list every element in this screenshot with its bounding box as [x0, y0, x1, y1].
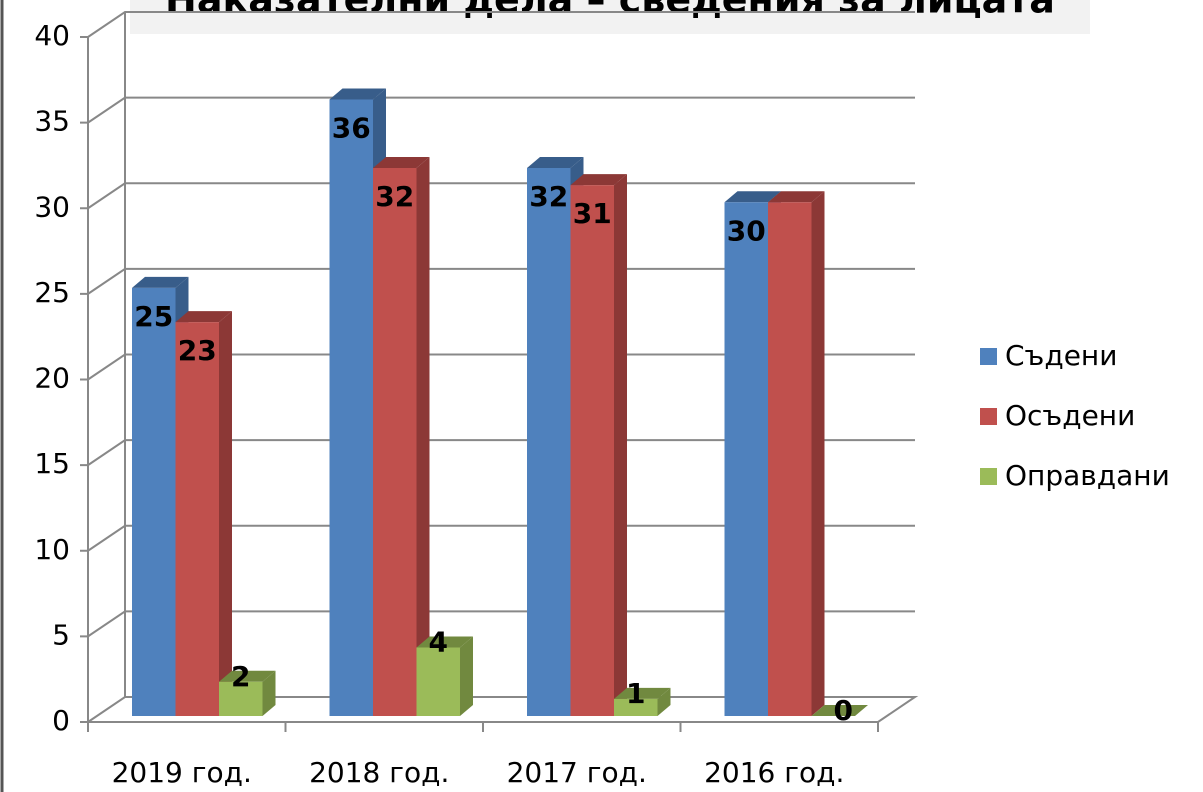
grid-line [87, 96, 915, 124]
x-tick-label: 2019 год. [112, 756, 252, 789]
bar-top [724, 191, 781, 203]
y-tick-label: 30 [34, 190, 70, 223]
grid-line [87, 610, 915, 638]
bar-side [460, 636, 473, 716]
y-tick-label: 25 [34, 276, 70, 309]
legend-swatch [980, 408, 997, 425]
y-tick-label: 20 [34, 362, 70, 395]
x-tick-label: 2017 год. [507, 756, 647, 789]
grid-line [87, 439, 915, 466]
bar-side [811, 191, 825, 716]
bar-top [373, 157, 430, 168]
grid-line [87, 524, 915, 552]
y-tick-label: 35 [34, 105, 70, 138]
legend-label: Съдени [1005, 339, 1117, 372]
bar-top [527, 157, 584, 168]
data-label: 36 [332, 112, 371, 145]
y-tick-label: 40 [34, 19, 70, 52]
bar [329, 99, 373, 716]
legend-swatch [980, 468, 997, 485]
y-tick-label: 0 [52, 704, 70, 737]
chart-title: Наказателни дела – сведения за лицата [165, 0, 1055, 22]
grid-line [87, 267, 915, 295]
bar-top [175, 311, 232, 323]
bar [175, 322, 219, 716]
bar [219, 681, 263, 716]
bar-side [614, 174, 627, 716]
data-label: 0 [834, 694, 853, 727]
bar-top [329, 88, 386, 100]
data-label: 1 [626, 677, 645, 710]
bar-side [262, 670, 276, 716]
bar [416, 647, 460, 716]
grid-line [87, 11, 915, 38]
legend-swatch [980, 348, 997, 365]
bar-side [416, 157, 430, 716]
x-tick-label: 2016 год. [704, 756, 844, 789]
data-label: 32 [529, 180, 568, 213]
bar-top [570, 174, 627, 186]
data-label: 32 [375, 180, 414, 213]
data-label: 30 [727, 214, 766, 247]
data-label: 31 [573, 197, 612, 230]
bar-side [657, 687, 671, 716]
legend-label: Оправдани [1005, 459, 1170, 492]
legend-label: Осъдени [1005, 399, 1135, 432]
bar-top [768, 191, 825, 203]
bar-top [132, 276, 189, 288]
y-tick-label: 10 [34, 533, 70, 566]
bar [570, 185, 614, 716]
bar [373, 168, 417, 716]
bar-top [416, 636, 473, 648]
x-tick-label: 2018 год. [309, 756, 449, 789]
bar [768, 202, 812, 716]
data-label: 25 [134, 300, 173, 333]
bar [724, 202, 768, 716]
title-box [130, 0, 1090, 34]
bar-top [219, 670, 276, 682]
bar [527, 168, 571, 716]
y-tick-label: 5 [52, 618, 70, 651]
data-label: 4 [429, 626, 448, 659]
bar-side [219, 311, 232, 716]
data-label: 2 [231, 660, 250, 693]
data-label: 23 [178, 334, 217, 367]
bar [614, 698, 658, 716]
bar-top [811, 705, 868, 716]
grid-line [87, 353, 915, 381]
bar [132, 287, 176, 716]
bar-top [614, 687, 671, 699]
y-tick-label: 15 [34, 447, 70, 480]
grid-line [87, 182, 915, 210]
